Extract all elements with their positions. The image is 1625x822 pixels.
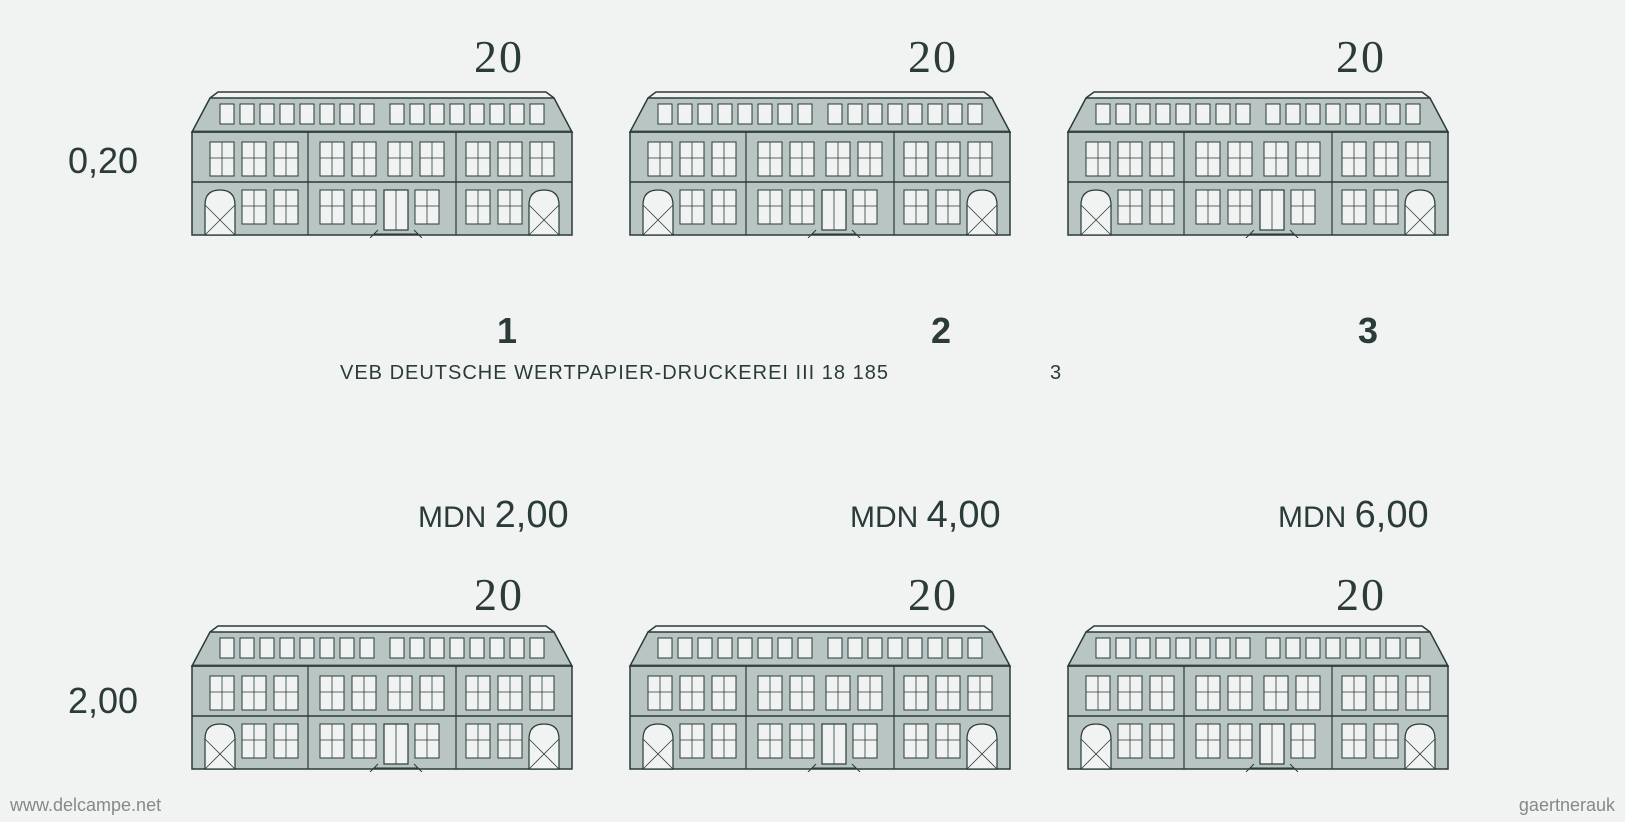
denom-2: 20 <box>908 30 958 83</box>
building-4 <box>190 624 574 772</box>
denom-5: 20 <box>908 568 958 621</box>
mdn-prefix: MDN <box>1278 501 1346 534</box>
mdn-prefix: MDN <box>850 501 918 534</box>
row-label-top: 0,20 <box>68 140 138 182</box>
mdn-3: MDN 6,00 <box>1278 494 1429 537</box>
building-1 <box>190 90 574 238</box>
mdn-1: MDN 2,00 <box>418 494 569 537</box>
mdn-number: 4,00 <box>927 494 1001 536</box>
denom-1: 20 <box>474 30 524 83</box>
row-label-bottom: 2,00 <box>68 680 138 722</box>
denom-3: 20 <box>1336 30 1386 83</box>
denom-6: 20 <box>1336 568 1386 621</box>
watermark-right: gaertnerauk <box>1519 795 1615 816</box>
mdn-prefix: MDN <box>418 501 486 534</box>
colnum-2: 2 <box>931 310 951 352</box>
watermark-left: www.delcampe.net <box>10 795 161 816</box>
colnum-3: 3 <box>1358 310 1378 352</box>
building-6 <box>1066 624 1450 772</box>
imprint: VEB DEUTSCHE WERTPAPIER-DRUCKEREI III 18… <box>340 362 889 385</box>
building-5 <box>628 624 1012 772</box>
mdn-number: 6,00 <box>1355 494 1429 536</box>
colnum-1: 1 <box>497 310 517 352</box>
building-3 <box>1066 90 1450 238</box>
imprint-small: 3 <box>1050 362 1061 385</box>
stamp-sheet: 0,20 2,00 20 20 20 1 2 3 VEB DEUTSCHE WE… <box>0 0 1625 822</box>
mdn-number: 2,00 <box>495 494 569 536</box>
denom-4: 20 <box>474 568 524 621</box>
building-2 <box>628 90 1012 238</box>
mdn-2: MDN 4,00 <box>850 494 1001 537</box>
